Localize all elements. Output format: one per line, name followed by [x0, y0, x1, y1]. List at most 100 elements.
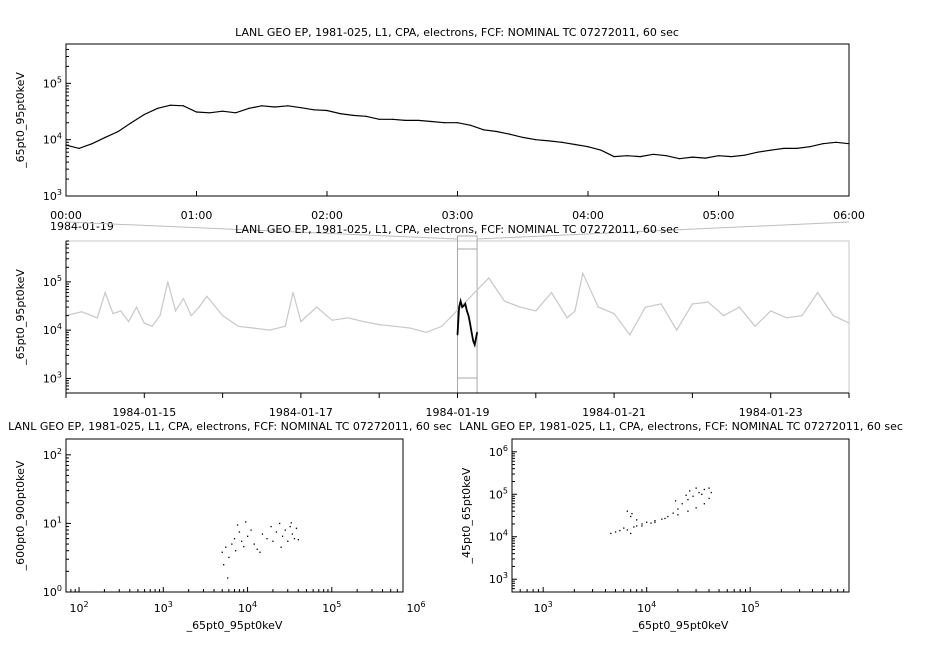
chart1-point [208, 112, 211, 114]
chart3-point [233, 538, 236, 540]
chart3-ylabel: _600pt0_900pt0keV [14, 460, 27, 571]
chart2-point-context [503, 300, 506, 302]
chart2-point-context [198, 306, 200, 308]
chart3-point [236, 524, 239, 526]
chart1-point [848, 143, 850, 145]
chart2-point-selected [460, 300, 462, 302]
chart1-point [339, 113, 341, 115]
chart2-point-context [676, 329, 678, 331]
chart1-point [809, 146, 811, 148]
chart1-point [169, 104, 171, 106]
chart3-xtick-label: 102 [70, 600, 89, 615]
chart2-point-selected [463, 305, 465, 307]
chart1-point [182, 105, 185, 107]
chart4-point [701, 493, 703, 495]
chart1-point [691, 156, 694, 158]
chart4-point [664, 517, 666, 520]
zoom-connector-left [65, 221, 458, 240]
chart4-point [626, 510, 629, 512]
chart2-ytick-label: 105 [43, 274, 62, 289]
chart4-point [687, 510, 689, 512]
chart4-point [703, 503, 705, 505]
chart4-ytick-label: 106 [489, 444, 508, 459]
chart4-point [633, 526, 635, 528]
chart2-xtick-label: 1984-01-15 [112, 406, 176, 419]
chart3-point [228, 556, 230, 559]
chart1-point [222, 110, 224, 112]
chart2-point-context [143, 322, 145, 324]
chart3-point [295, 527, 298, 529]
chart4-point [703, 488, 705, 491]
chart4-point [672, 512, 674, 514]
chart4-point [681, 503, 683, 505]
chart4-point [667, 515, 669, 518]
chart1-point [365, 115, 367, 117]
chart2-point-context [182, 297, 185, 300]
chart3-ytick-label: 100 [43, 584, 62, 599]
chart2-point-context [112, 312, 114, 315]
chart1-point [665, 155, 667, 157]
chart1-point [626, 155, 628, 157]
chart2-xtick-label: 1984-01-21 [582, 406, 646, 419]
chart1-date-label: 1984-01-19 [50, 220, 114, 233]
chart1-point [417, 119, 419, 121]
chart2-point-context [770, 310, 772, 312]
chart1-point [652, 153, 654, 155]
chart3-point [287, 540, 289, 542]
chart2-point-context [175, 310, 177, 312]
chart2-point-selected [456, 334, 459, 336]
chart4-point [623, 527, 625, 529]
chart1-point [796, 147, 798, 150]
chart3-xtick-label: 104 [238, 600, 257, 615]
chart3-xtick-label: 103 [154, 600, 173, 615]
chart4-xtick-label: 103 [534, 600, 553, 615]
chart4-point [641, 525, 643, 527]
chart4-point [654, 521, 656, 523]
chart2-point-context [96, 317, 98, 319]
chart4-point [685, 494, 687, 496]
chart4-ylabel: _45pt0_65pt0keV [460, 467, 473, 564]
chart3-title: LANL GEO EP, 1981-025, L1, CPA, electron… [8, 420, 452, 433]
chart4-point [687, 498, 689, 501]
chart3-xlabel: _65pt0_95pt0keV [186, 619, 283, 632]
chart4-point [708, 487, 710, 489]
chart3-plot-area [65, 438, 404, 593]
chart1-xtick-label: 05:00 [703, 209, 735, 222]
chart2-point-selected [470, 331, 473, 333]
chart2-point-context [135, 306, 138, 308]
chart4-point [674, 500, 677, 502]
chart3-xtick-label: 105 [322, 600, 341, 615]
chart3-point [245, 521, 247, 523]
chart1-point [770, 149, 772, 151]
chart4-point [626, 529, 629, 531]
chart2-point-context [785, 317, 787, 319]
chart2-point-context [723, 314, 725, 317]
chart2-series-context [65, 271, 850, 336]
chart4-point [689, 490, 691, 492]
chart2-point-context [519, 306, 521, 308]
chart2-point-selected [474, 344, 476, 346]
chart2-point-context [268, 329, 271, 331]
chart1-point [117, 130, 119, 133]
chart1-point [561, 141, 563, 143]
chart1-point [600, 149, 602, 151]
chart3-point [293, 538, 296, 540]
chart2-point-selected [461, 306, 463, 308]
chart1-point [143, 113, 145, 116]
chart3-point [246, 535, 249, 537]
chart2-point-context [848, 322, 850, 324]
chart3-point [272, 540, 274, 542]
chart3-point [280, 546, 282, 548]
chart1-point [235, 112, 237, 114]
chart3-point [266, 538, 268, 540]
chart2-point-context [284, 325, 286, 327]
chart2-point-context [331, 319, 333, 321]
chart3-point [256, 548, 258, 550]
chart4-point [641, 523, 643, 525]
chart2-point-selected [476, 331, 478, 333]
chart1-point [704, 157, 707, 159]
chart2-ytick-label: 103 [43, 370, 62, 385]
chart2-point-selected [467, 314, 470, 317]
chart3-point [290, 522, 292, 524]
chart1-point [378, 118, 380, 120]
